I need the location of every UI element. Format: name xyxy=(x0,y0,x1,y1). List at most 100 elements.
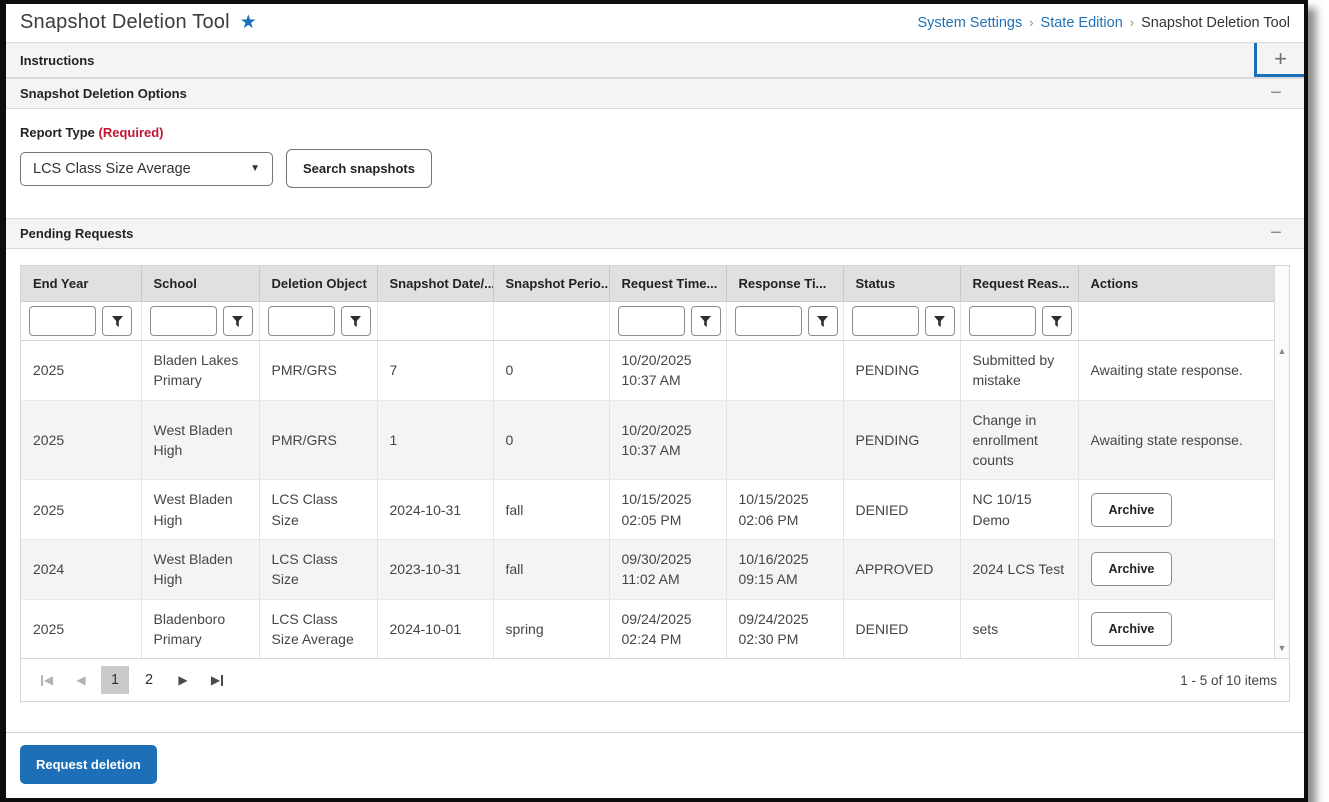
archive-button[interactable]: Archive xyxy=(1090,552,1173,587)
previous-page-icon: ◀ xyxy=(76,673,86,688)
cell-actions: Awaiting state response. xyxy=(1077,340,1274,401)
options-collapse-button[interactable]: − xyxy=(1254,79,1304,108)
options-section-body: Report Type (Required) LCS Class Size Av… xyxy=(6,109,1304,218)
filter-input-deletion-object[interactable] xyxy=(267,306,335,336)
filter-funnel-icon[interactable] xyxy=(340,306,371,336)
filter-input-request-reason[interactable] xyxy=(968,306,1036,336)
report-type-select[interactable]: LCS Class Size Average ▼ xyxy=(20,151,273,186)
pending-section-body: End Year School Deletion Object Snapshot… xyxy=(6,249,1304,732)
request-deletion-button[interactable]: Request deletion xyxy=(20,745,157,785)
cell-request-reason: Change in enrollment counts xyxy=(959,400,1078,481)
filter-input-response-time[interactable] xyxy=(734,306,802,336)
pager-last-page-button[interactable]: ▶ xyxy=(203,666,231,694)
column-header-response-time[interactable]: Response Ti... xyxy=(725,266,843,302)
cell-actions: Awaiting state response. xyxy=(1077,400,1274,481)
cell-request-time: 09/30/2025 11:02 AM xyxy=(608,539,726,600)
first-page-icon: ◀ xyxy=(43,673,54,688)
cell-end-year: 2025 xyxy=(21,599,141,659)
cell-request-reason: NC 10/15 Demo xyxy=(959,479,1078,541)
instructions-expand-button[interactable]: + xyxy=(1254,43,1304,77)
cell-actions: Archive xyxy=(1077,479,1274,541)
awaiting-state-text: Awaiting state response. xyxy=(1090,431,1243,448)
cell-request-reason: 2024 LCS Test xyxy=(959,539,1078,600)
table-row[interactable]: 2025 West Bladen High PMR/GRS 1 0 10/20/… xyxy=(21,400,1274,481)
pending-section-header[interactable]: Pending Requests − xyxy=(6,218,1304,249)
cell-school: Bladen Lakes Primary xyxy=(140,340,259,401)
filter-input-status[interactable] xyxy=(851,306,919,336)
pager-page-1[interactable]: 1 xyxy=(101,666,129,695)
table-row[interactable]: 2024 West Bladen High LCS Class Size 202… xyxy=(21,539,1274,600)
column-header-status[interactable]: Status xyxy=(842,266,960,302)
next-page-icon: ▶ xyxy=(178,673,188,688)
filter-funnel-icon[interactable] xyxy=(807,306,838,336)
cell-status: DENIED xyxy=(842,479,960,541)
column-header-request-time[interactable]: Request Time... xyxy=(608,266,726,302)
pager-page-2[interactable]: 2 xyxy=(135,666,163,694)
column-header-deletion-object[interactable]: Deletion Object xyxy=(258,266,377,302)
cell-response-time: 09/24/2025 02:30 PM xyxy=(725,599,843,659)
report-type-selected-value: LCS Class Size Average xyxy=(33,160,191,177)
favorite-star-icon[interactable]: ★ xyxy=(239,12,257,33)
filter-funnel-icon[interactable] xyxy=(1041,306,1072,336)
archive-button[interactable]: Archive xyxy=(1090,611,1173,646)
filter-funnel-icon[interactable] xyxy=(102,306,132,336)
table-vertical-scrollbar[interactable]: ▲ ▼ xyxy=(1274,266,1289,659)
scroll-down-icon[interactable]: ▼ xyxy=(1277,643,1287,654)
instructions-section-header[interactable]: Instructions + xyxy=(6,42,1304,78)
cell-deletion-object: LCS Class Size Average xyxy=(258,599,377,659)
column-header-snapshot-date[interactable]: Snapshot Date/... xyxy=(376,266,493,302)
filter-funnel-icon[interactable] xyxy=(690,306,721,336)
table-row[interactable]: 2025 Bladen Lakes Primary PMR/GRS 7 0 10… xyxy=(21,340,1274,401)
cell-response-time xyxy=(725,400,843,481)
cell-request-reason: Submitted by mistake xyxy=(959,340,1078,401)
cell-snapshot-date: 2023-10-31 xyxy=(376,539,493,600)
pending-collapse-button[interactable]: − xyxy=(1254,219,1304,248)
filter-funnel-icon[interactable] xyxy=(222,306,253,336)
breadcrumb-separator-icon: › xyxy=(1129,15,1135,30)
breadcrumb-state-edition[interactable]: State Edition xyxy=(1040,14,1123,31)
cell-request-reason: sets xyxy=(959,599,1078,659)
filter-input-school[interactable] xyxy=(149,306,217,336)
cell-snapshot-period: 0 xyxy=(492,400,609,481)
table-row[interactable]: 2025 West Bladen High LCS Class Size 202… xyxy=(21,479,1274,541)
instructions-section-title: Instructions xyxy=(20,52,95,68)
pager-previous-page-button[interactable]: ◀ xyxy=(67,666,95,694)
archive-button[interactable]: Archive xyxy=(1090,492,1173,527)
pager-first-page-button[interactable]: ◀ xyxy=(33,666,61,694)
chevron-down-icon: ▼ xyxy=(250,163,260,174)
cell-deletion-object: PMR/GRS xyxy=(258,400,377,481)
cell-snapshot-date: 7 xyxy=(376,340,493,401)
column-header-snapshot-period[interactable]: Snapshot Perio... xyxy=(492,266,609,302)
cell-snapshot-period: spring xyxy=(492,599,609,659)
cell-deletion-object: LCS Class Size xyxy=(258,539,377,600)
cell-status: DENIED xyxy=(842,599,960,659)
plus-icon: + xyxy=(1274,45,1287,71)
table-filter-row xyxy=(21,301,1274,341)
filter-input-end-year[interactable] xyxy=(29,306,96,336)
pager-next-page-button[interactable]: ▶ xyxy=(169,666,197,694)
cell-snapshot-date: 2024-10-01 xyxy=(376,599,493,659)
cell-request-time: 10/20/2025 10:37 AM xyxy=(608,400,726,481)
column-header-end-year[interactable]: End Year xyxy=(21,266,141,302)
cell-school: Bladenboro Primary xyxy=(140,599,259,659)
cell-school: West Bladen High xyxy=(140,479,259,541)
cell-end-year: 2025 xyxy=(21,340,141,401)
pending-section-title: Pending Requests xyxy=(20,226,134,241)
filter-funnel-icon[interactable] xyxy=(924,306,955,336)
breadcrumb-system-settings[interactable]: System Settings xyxy=(917,14,1023,31)
cell-snapshot-period: fall xyxy=(492,479,609,541)
title-bar: Snapshot Deletion Tool ★ System Settings… xyxy=(6,4,1304,42)
scroll-up-icon[interactable]: ▲ xyxy=(1277,346,1287,356)
minus-icon: − xyxy=(1270,222,1282,244)
cell-actions: Archive xyxy=(1077,539,1274,600)
cell-end-year: 2025 xyxy=(21,400,141,481)
cell-status: PENDING xyxy=(842,340,960,401)
table-row[interactable]: 2025 Bladenboro Primary LCS Class Size A… xyxy=(21,599,1274,659)
cell-status: PENDING xyxy=(842,400,960,481)
search-snapshots-button[interactable]: Search snapshots xyxy=(286,149,432,188)
column-header-school[interactable]: School xyxy=(140,266,259,302)
footer-action-bar: Request deletion xyxy=(6,732,1304,798)
filter-input-request-time[interactable] xyxy=(617,306,685,336)
options-section-header[interactable]: Snapshot Deletion Options − xyxy=(6,78,1304,109)
column-header-request-reason[interactable]: Request Reas... xyxy=(959,266,1078,302)
